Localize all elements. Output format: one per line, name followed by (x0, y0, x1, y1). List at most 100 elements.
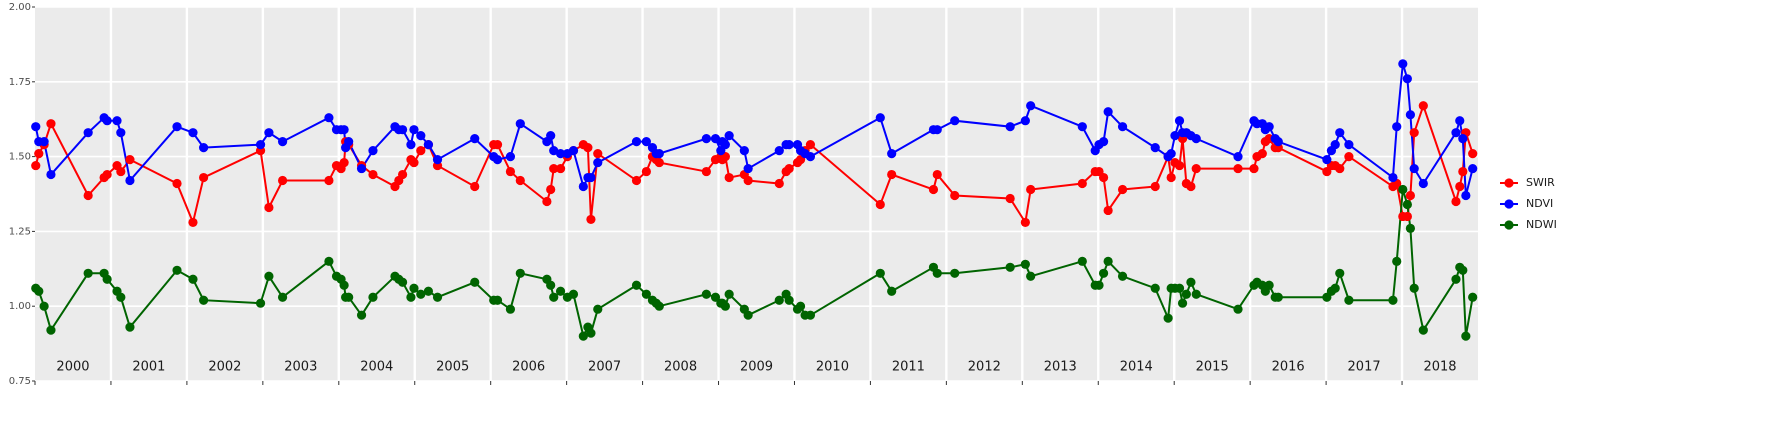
point (1166, 172, 1176, 183)
point (875, 199, 885, 210)
point (1418, 325, 1428, 335)
point (1233, 304, 1243, 314)
point (887, 149, 897, 159)
point (83, 128, 93, 138)
point (555, 149, 566, 159)
legend-label: NDWI (1526, 218, 1557, 231)
point (1026, 101, 1036, 111)
point (593, 149, 603, 159)
point (46, 325, 56, 335)
point (1117, 271, 1128, 281)
point (641, 289, 651, 299)
point (116, 292, 126, 302)
point (397, 125, 408, 135)
point (199, 143, 209, 153)
point (774, 295, 784, 305)
point (1163, 313, 1173, 323)
point (1405, 190, 1416, 201)
point (515, 119, 525, 129)
point (654, 301, 664, 311)
point (1264, 122, 1274, 132)
point (784, 163, 794, 174)
x-tick-label: 2018 (1423, 360, 1456, 375)
point (1409, 283, 1419, 293)
point (83, 190, 93, 201)
point (795, 301, 806, 311)
point (586, 328, 596, 338)
point (1233, 163, 1243, 174)
point (172, 122, 182, 132)
point (339, 157, 349, 168)
marks (31, 59, 1478, 341)
point (1468, 292, 1478, 302)
legend-marker (1504, 178, 1514, 188)
point (423, 140, 434, 150)
point (887, 169, 897, 180)
point (586, 172, 596, 183)
point (1468, 149, 1478, 159)
point (505, 304, 516, 314)
point (416, 131, 426, 141)
legend-marker (1504, 199, 1514, 209)
point (492, 154, 503, 165)
y-tick-label: 1.75 (9, 77, 31, 88)
point (1458, 134, 1468, 144)
point (542, 196, 552, 207)
x-tick-label: 2005 (436, 360, 469, 375)
point (416, 289, 426, 299)
panel (35, 7, 1478, 381)
point (631, 137, 642, 147)
point (356, 310, 367, 320)
point (112, 116, 122, 126)
point (368, 292, 378, 302)
point (1191, 289, 1201, 299)
point (875, 113, 885, 123)
point (324, 256, 334, 266)
point (1409, 163, 1419, 174)
point (31, 160, 41, 171)
y-tick-label: 1.00 (9, 301, 31, 312)
point (116, 128, 126, 138)
point (774, 178, 784, 189)
point (1026, 184, 1036, 195)
point (199, 295, 209, 305)
x-tick-label: 2003 (284, 360, 317, 375)
point (1344, 140, 1354, 150)
point (1186, 277, 1196, 287)
point (805, 152, 816, 162)
point (586, 214, 596, 225)
point (932, 169, 942, 180)
point (356, 163, 367, 174)
point (774, 146, 784, 156)
y-tick-label: 2.00 (9, 2, 31, 13)
point (583, 143, 593, 153)
point (277, 292, 288, 302)
point (409, 157, 419, 168)
point (39, 301, 49, 311)
point (172, 178, 182, 189)
x-tick-label: 2013 (1044, 360, 1077, 375)
point (39, 137, 49, 147)
x-tick-label: 2002 (208, 360, 241, 375)
point (555, 163, 566, 174)
point (743, 175, 753, 186)
point (515, 268, 525, 278)
point (1098, 137, 1109, 147)
x-tick-label: 2009 (740, 360, 773, 375)
point (720, 301, 730, 311)
point (1191, 163, 1201, 174)
point (423, 286, 434, 296)
point (1409, 128, 1419, 138)
x-tick-label: 2016 (1272, 360, 1305, 375)
point (1077, 178, 1087, 189)
point (1388, 172, 1398, 183)
point (1170, 131, 1180, 141)
point (578, 331, 588, 341)
point (805, 140, 816, 150)
point (784, 140, 794, 150)
point (1117, 184, 1128, 195)
point (1249, 163, 1259, 174)
point (724, 131, 734, 141)
point (83, 268, 93, 278)
point (102, 169, 112, 180)
